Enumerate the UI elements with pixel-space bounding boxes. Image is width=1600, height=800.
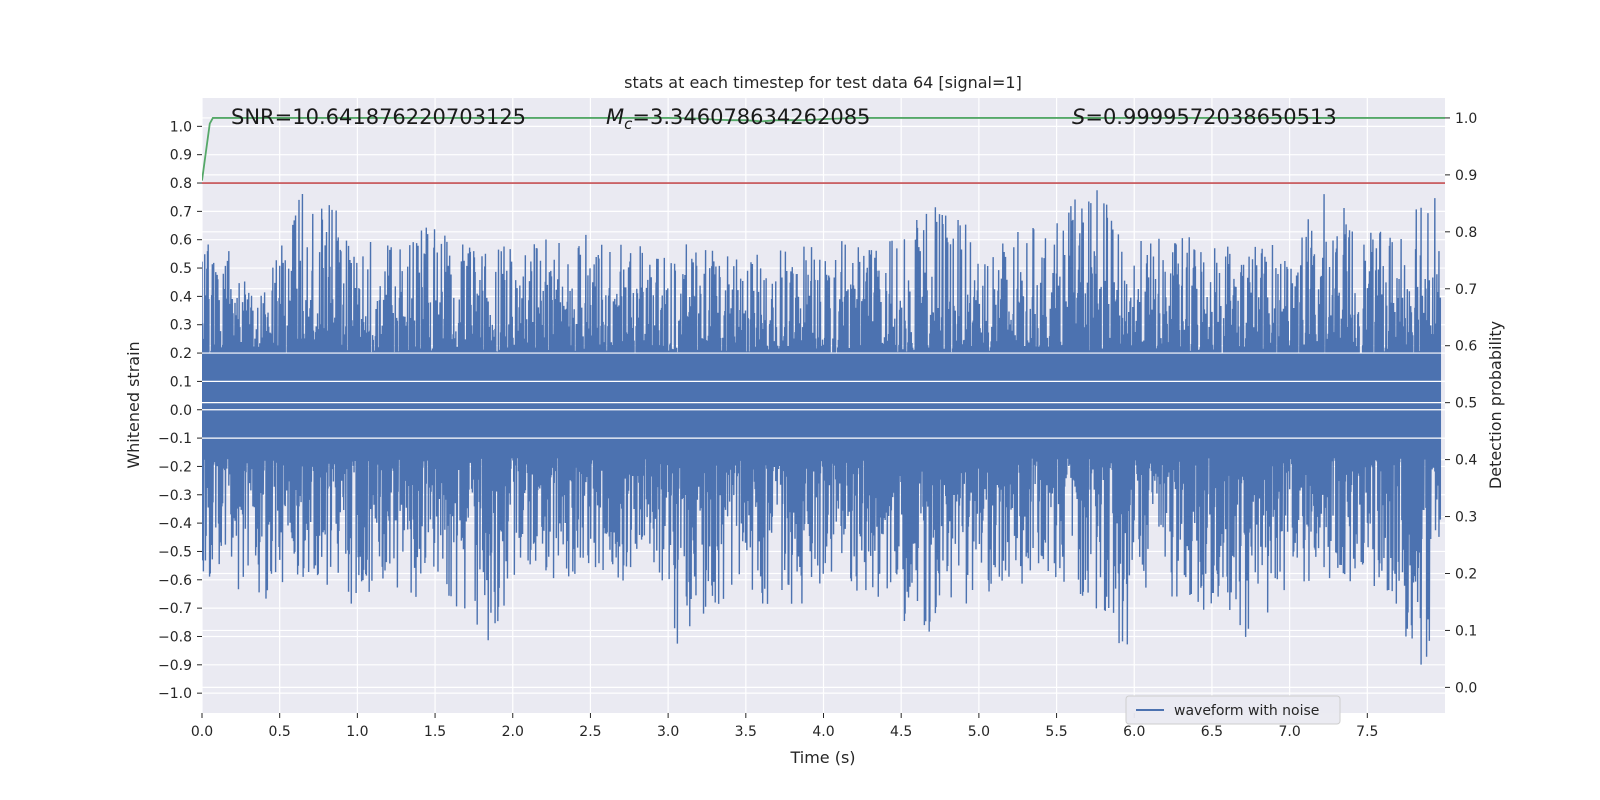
y-tick-label: 0.0 bbox=[170, 403, 192, 419]
s-value: =0.9999572038650513 bbox=[1085, 105, 1336, 129]
s-annotation: S=0.9999572038650513 bbox=[1072, 105, 1337, 129]
mc-subscript: c bbox=[624, 115, 633, 133]
x-ticks: 0.0 0.5 1.0 1.5 2.0 2.5 3.0 3.5 4.0 4.5 5.0 5.5 6.0 6… bbox=[191, 713, 1378, 740]
snr-annotation: SNR=10.641876220703125 bbox=[231, 105, 526, 129]
y2-tick-label: 0.9 bbox=[1455, 168, 1477, 184]
x-tick-label: 5.0 bbox=[968, 724, 990, 740]
y-tick-label: −0.5 bbox=[158, 544, 192, 560]
y2-ticks: 1.0 0.9 0.8 0.7 0.6 0.5 0.4 0.3 0.2 0.1 0.0 bbox=[1445, 111, 1477, 696]
series-layer bbox=[202, 117, 1445, 665]
waveform-core-band bbox=[202, 353, 1441, 458]
y2-tick-label: 0.3 bbox=[1455, 510, 1477, 526]
y-tick-label: 0.6 bbox=[170, 233, 192, 249]
x-tick-label: 6.0 bbox=[1123, 724, 1145, 740]
s-symbol: S bbox=[1072, 105, 1085, 129]
y-tick-label: −0.6 bbox=[158, 573, 192, 589]
y2-tick-label: 0.4 bbox=[1455, 453, 1477, 469]
y-tick-label: −0.1 bbox=[158, 431, 192, 447]
y-tick-label: −0.3 bbox=[158, 488, 192, 504]
y2-tick-label: 0.8 bbox=[1455, 225, 1477, 241]
x-tick-label: 3.5 bbox=[735, 724, 757, 740]
mc-value: =3.346078634262085 bbox=[632, 105, 870, 129]
y-axis-label: Whitened strain bbox=[124, 341, 143, 468]
y2-tick-label: 0.2 bbox=[1455, 566, 1477, 582]
y-tick-label: −0.7 bbox=[158, 601, 192, 617]
y-tick-label: −0.9 bbox=[158, 658, 192, 674]
y-tick-label: −0.4 bbox=[158, 516, 192, 532]
x-tick-label: 6.5 bbox=[1201, 724, 1223, 740]
legend: waveform with noise bbox=[1125, 695, 1341, 725]
x-tick-label: 3.0 bbox=[657, 724, 679, 740]
mc-symbol: M bbox=[606, 105, 624, 129]
x-tick-label: 0.0 bbox=[191, 724, 213, 740]
x-tick-label: 1.0 bbox=[346, 724, 368, 740]
mc-annotation: Mc=3.346078634262085 bbox=[606, 105, 870, 133]
x-tick-label: 1.5 bbox=[424, 724, 446, 740]
y2-axis-label: Detection probability bbox=[1486, 321, 1505, 489]
y2-tick-label: 0.5 bbox=[1455, 396, 1477, 412]
y-tick-label: 0.8 bbox=[170, 176, 192, 192]
x-tick-label: 2.0 bbox=[502, 724, 524, 740]
x-tick-label: 5.5 bbox=[1045, 724, 1067, 740]
y-tick-label: −1.0 bbox=[158, 686, 192, 702]
y-tick-label: 0.2 bbox=[170, 346, 192, 362]
x-axis-label: Time (s) bbox=[789, 748, 855, 767]
x-tick-label: 4.0 bbox=[812, 724, 834, 740]
y2-tick-label: 0.6 bbox=[1455, 339, 1477, 355]
chart-title: stats at each timestep for test data 64 … bbox=[624, 73, 1022, 92]
y-tick-label: 0.7 bbox=[170, 204, 192, 220]
x-tick-label: 7.0 bbox=[1278, 724, 1300, 740]
y-tick-label: 0.9 bbox=[170, 148, 192, 164]
y2-tick-label: 0.1 bbox=[1455, 623, 1477, 639]
detection-probability-line bbox=[202, 117, 1445, 181]
y2-tick-label: 0.0 bbox=[1455, 680, 1477, 696]
y2-tick-label: 1.0 bbox=[1455, 111, 1477, 127]
x-tick-label: 2.5 bbox=[579, 724, 601, 740]
y-tick-label: 0.4 bbox=[170, 289, 192, 305]
y-tick-label: −0.8 bbox=[158, 629, 192, 645]
legend-box bbox=[1125, 695, 1341, 725]
legend-label: waveform with noise bbox=[1174, 703, 1319, 719]
y-tick-label: 0.5 bbox=[170, 261, 192, 277]
y-tick-label: 0.1 bbox=[170, 374, 192, 390]
x-tick-label: 0.5 bbox=[269, 724, 291, 740]
y-tick-label: 1.0 bbox=[170, 119, 192, 135]
y-ticks: 1.0 0.9 0.8 0.7 0.6 0.5 0.4 0.3 0.2 0.1 0.0 −0.1 −0.… bbox=[158, 119, 202, 702]
y-tick-label: 0.3 bbox=[170, 318, 192, 334]
y-tick-label: −0.2 bbox=[158, 459, 192, 475]
x-tick-label: 4.5 bbox=[890, 724, 912, 740]
x-tick-label: 7.5 bbox=[1356, 724, 1378, 740]
y2-tick-label: 0.7 bbox=[1455, 282, 1477, 298]
